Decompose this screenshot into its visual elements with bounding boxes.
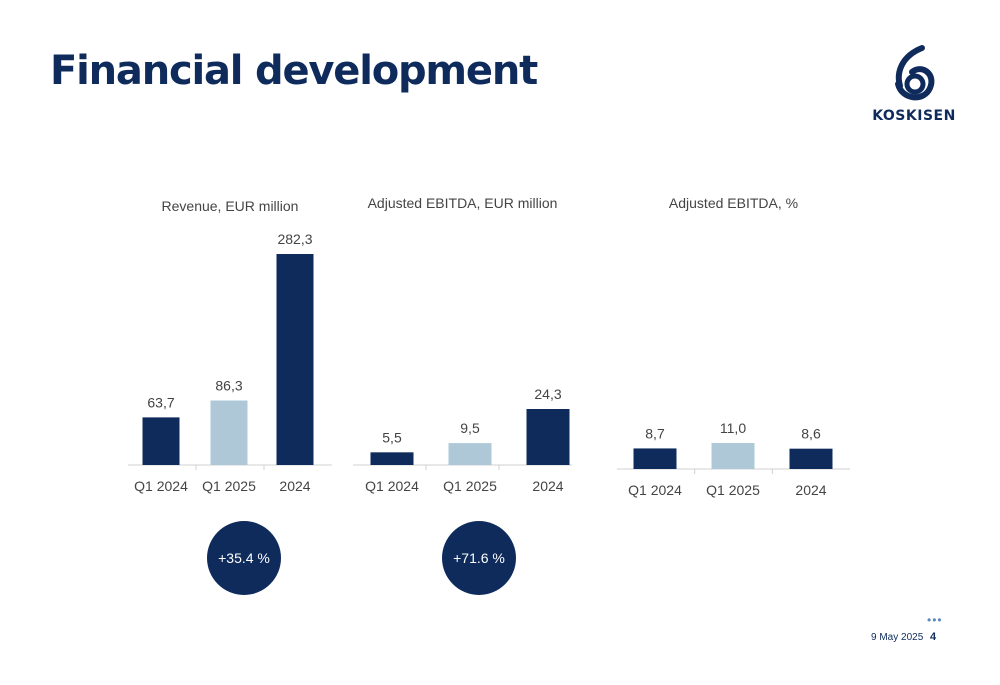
chart-3-category-label: Q1 2024: [628, 482, 682, 498]
chart-3-category-label: Q1 2025: [706, 482, 760, 498]
chart-2-category-label: 2024: [532, 478, 563, 494]
chart-1-title: Revenue, EUR million: [162, 198, 299, 214]
chart-1-category-label: Q1 2025: [202, 478, 256, 494]
chart-2-value-label: 5,5: [382, 429, 402, 445]
revenue-growth-badge: +35.4 %: [207, 521, 281, 595]
chart-1-category-label: Q1 2024: [134, 478, 188, 494]
chart-3-bar: [789, 448, 833, 469]
chart-3-title: Adjusted EBITDA, %: [669, 195, 798, 211]
dots-decoration: •••: [927, 613, 943, 627]
footer-date: 9 May 2025: [871, 632, 924, 643]
chart-1-value-label: 282,3: [277, 231, 312, 247]
chart-1-category-label: 2024: [279, 478, 310, 494]
chart-2-title: Adjusted EBITDA, EUR million: [368, 195, 558, 211]
chart-2-value-label: 9,5: [460, 420, 480, 436]
chart-3-bar: [711, 443, 755, 469]
page-title: Financial development: [50, 48, 538, 94]
chart-2-bar: [448, 443, 492, 465]
chart-3-value-label: 8,6: [801, 426, 821, 442]
koskisen-logo: KOSKISEN: [872, 44, 956, 124]
chart-2-bar: [370, 452, 414, 465]
chart-3-bar: [633, 448, 677, 469]
chart-2-bar: [526, 409, 570, 465]
chart-1-bar: [142, 417, 180, 465]
chart-2-category-label: Q1 2024: [365, 478, 419, 494]
chart-3-value-label: 8,7: [645, 425, 665, 441]
chart-2-value-label: 24,3: [534, 386, 561, 402]
ebitda-growth-badge: +71.6 %: [442, 521, 516, 595]
chart-3-value-label: 11,0: [720, 420, 746, 436]
chart-3-category-label: 2024: [795, 482, 826, 498]
chart-2-category-label: Q1 2025: [443, 478, 497, 494]
logo-wordmark: KOSKISEN: [872, 108, 956, 124]
chart-1-value-label: 63,7: [147, 394, 174, 410]
chart-1-bar: [210, 400, 248, 465]
chart-1-value-label: 86,3: [215, 377, 242, 393]
chart-1-bar: [276, 254, 314, 465]
koskisen-swirl-icon: [895, 45, 935, 101]
page-number: 4: [930, 631, 937, 643]
